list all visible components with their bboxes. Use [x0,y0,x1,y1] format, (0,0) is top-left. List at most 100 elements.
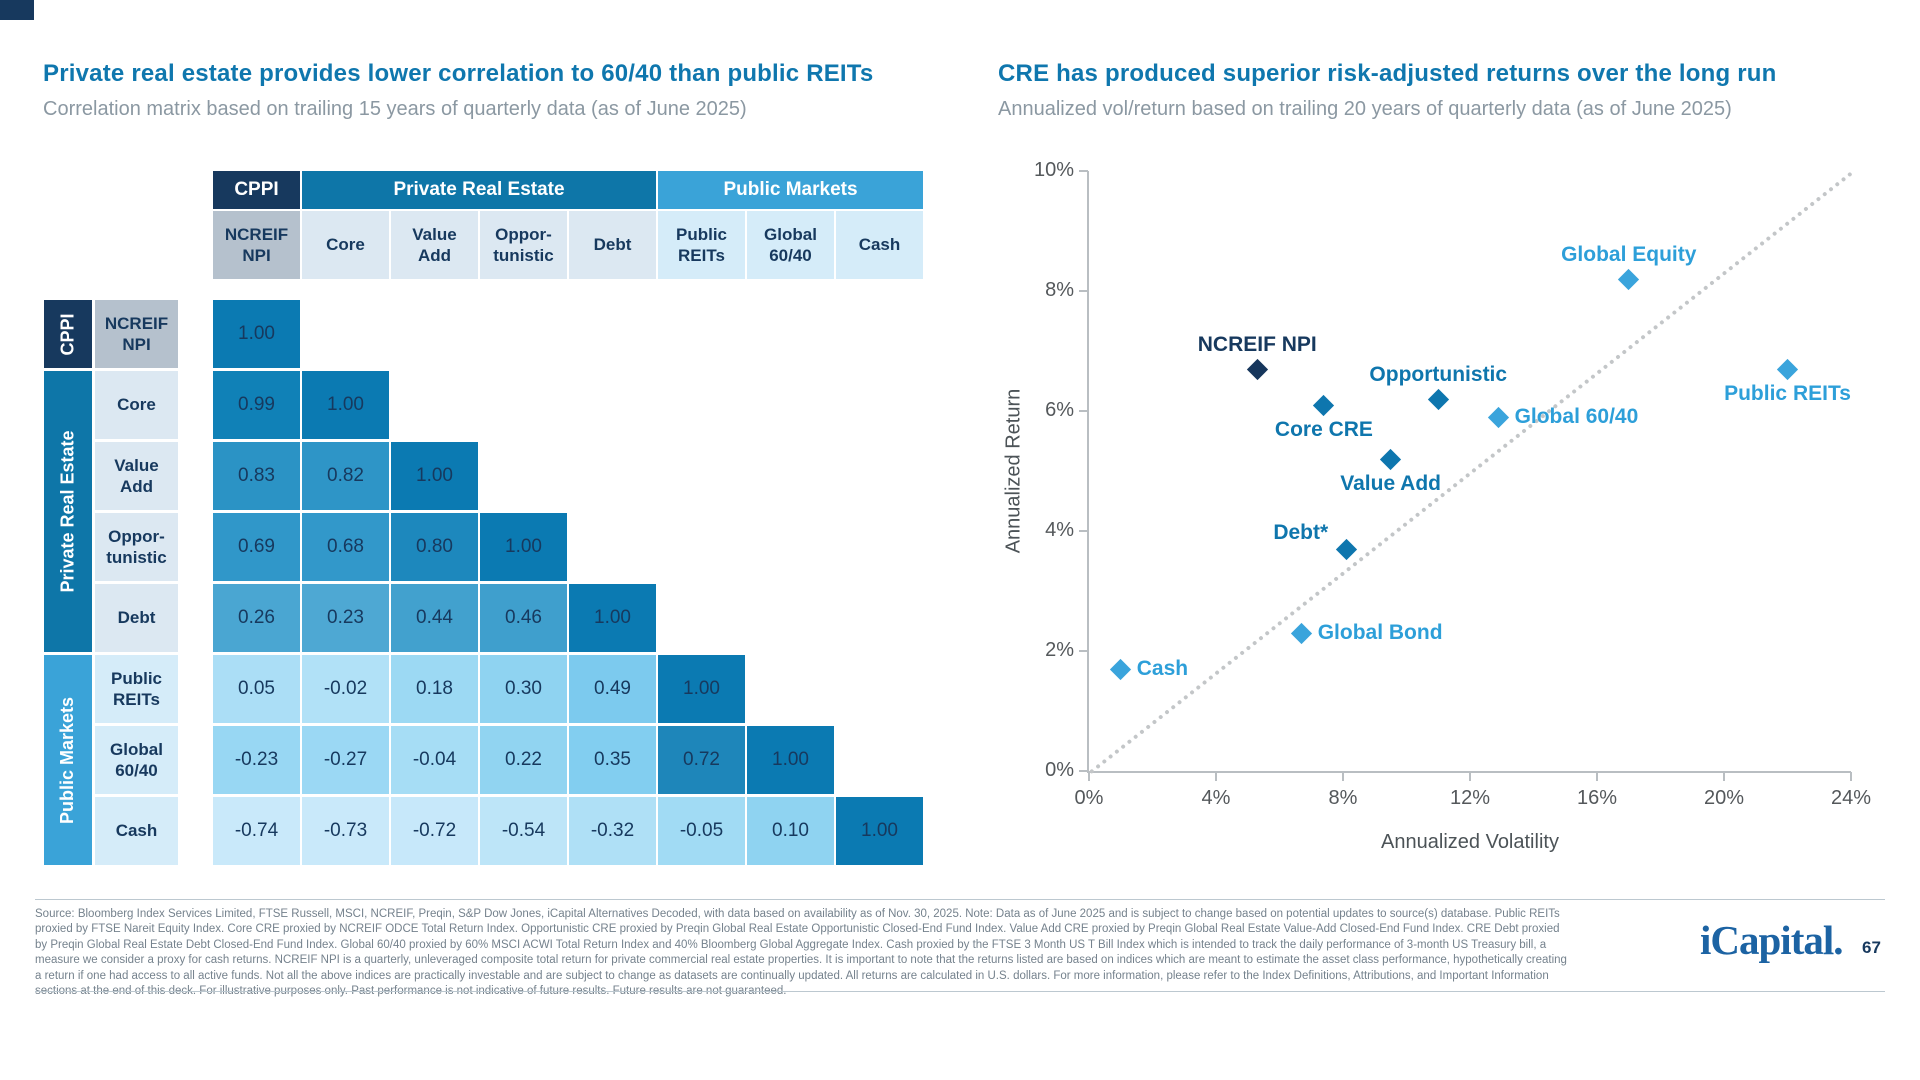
x-tick [1342,772,1344,781]
footer-disclosure-line: a return if one had access to all active… [35,969,1549,982]
left-section-header: Private real estate provides lower corre… [43,60,873,121]
point-label-global-bond: Global Bond [1317,621,1443,644]
point-label-global-equity: Global Equity [1561,243,1697,266]
point-label-value-add: Value Add [1340,472,1441,495]
footer-disclosure-line: measure we consider a proxy for cash ret… [35,954,1567,967]
data-point-value-add [1380,448,1402,470]
y-axis-title: Annualized Return [1002,388,1025,554]
matrix-cell: -0.32 [569,797,656,865]
matrix-cell: 0.82 [302,442,389,510]
matrix-cell: -0.23 [213,726,300,794]
matrix-cell: 0.46 [480,584,567,652]
footer-bottom-rule [35,991,1885,992]
matrix-cell: 1.00 [658,655,745,723]
scatter-chart: 0% 2% 4% 6% 8% 10% 0% 4% 8% 12% 16% 20% 24% Annualize… [1003,159,1872,853]
page-number: 67 [1862,938,1881,957]
row-header: Global 60/40 [95,726,178,794]
col-group-private-real-estate: Private Real Estate [302,171,656,209]
matrix-cell: 0.23 [302,584,389,652]
row-header: NCREIF NPI [95,300,178,368]
matrix-cell: -0.74 [213,797,300,865]
y-tick-label: 0% [1045,759,1074,781]
row-header: Cash [95,797,178,865]
right-subtitle: Annualized vol/return based on trailing … [998,98,1732,120]
data-point-core-cre [1313,394,1335,416]
matrix-cell: 0.26 [213,584,300,652]
row-group-label: Public Markets [57,696,78,824]
point-label-public-reits: Public REITs [1724,382,1851,405]
point-label-core-cre: Core CRE [1274,418,1373,441]
x-tick [1215,772,1217,781]
data-point-global-equity [1618,268,1640,290]
matrix-cell: 1.00 [213,300,300,368]
data-point-global-bond [1291,622,1313,644]
y-tick [1079,290,1088,292]
col-header: Cash [836,211,923,279]
col-header: Debt [569,211,656,279]
col-header: Oppor- tunistic [480,211,567,279]
x-tick-label: 20% [1703,787,1745,809]
matrix-cell: 0.69 [213,513,300,581]
matrix-cell: 0.35 [569,726,656,794]
matrix-cell: 1.00 [747,726,834,794]
matrix-cell: 0.22 [480,726,567,794]
matrix-cell: -0.72 [391,797,478,865]
data-point-global-60-40 [1487,406,1510,428]
y-tick [1079,170,1088,172]
row-header: Debt [95,584,178,652]
matrix-cell: -0.54 [480,797,567,865]
corner-brand-mark [0,0,34,20]
y-tick-label: 2% [1045,639,1074,661]
left-title: Private real estate provides lower corre… [43,60,874,87]
matrix-cell: -0.73 [302,797,389,865]
y-tick-label: 6% [1045,399,1074,421]
row-group-public-markets: Public Markets [44,655,92,865]
footer-disclosure-line: by Preqin Global Real Estate Debt Closed… [35,938,1547,951]
x-tick [1088,772,1090,781]
x-tick [1469,772,1471,781]
matrix-cell: 1.00 [391,442,478,510]
row-header: Public REITs [95,655,178,723]
matrix-cell: 0.10 [747,797,834,865]
matrix-cell: -0.04 [391,726,478,794]
matrix-cell: 0.80 [391,513,478,581]
point-label-opportunistic: Opportunistic [1369,363,1508,386]
footer-disclosure-line: Source: Bloomberg Index Services Limited… [35,908,1560,920]
footer-disclosure: Source: Bloomberg Index Services Limited… [35,907,1680,999]
x-axis-title: Annualized Volatility [1381,831,1559,853]
matrix-cell: 0.44 [391,584,478,652]
x-tick-label: 12% [1449,787,1491,809]
matrix-cell: 1.00 [569,584,656,652]
row-group-label: Private Real Estate [57,430,78,593]
col-header: Value Add [391,211,478,279]
col-header: Global 60/40 [747,211,834,279]
row-group-private-real-estate: Private Real Estate [44,371,92,652]
y-tick [1079,770,1088,772]
row-group-label: CPPI [57,312,78,356]
point-label-ncreif-npi: NCREIF NPI [1197,333,1317,356]
matrix-cell: -0.02 [302,655,389,723]
matrix-cell: 1.00 [836,797,923,865]
footer-disclosure-line: proxied by FTSE Nareit Equity Index. Cor… [35,923,1560,936]
icapital-logo: iCapital. [1700,917,1843,963]
data-point-ncreif-npi [1246,358,1268,380]
row-header: Value Add [95,442,178,510]
matrix-cell: 0.05 [213,655,300,723]
data-point-opportunistic [1427,388,1449,410]
col-group-cppi: CPPI [213,171,300,209]
x-tick-label: 16% [1576,787,1618,809]
x-tick-label: 4% [1201,787,1231,809]
col-header: NCREIF NPI [213,211,300,279]
matrix-cell: 1.00 [480,513,567,581]
y-tick [1079,650,1088,652]
y-tick-label: 4% [1045,519,1074,541]
y-tick-label: 10% [1033,159,1074,181]
point-label-debt-: Debt* [1273,521,1329,544]
x-tick-label: 8% [1328,787,1358,809]
data-point-cash [1110,658,1132,680]
x-tick-label: 24% [1830,787,1872,809]
data-point-debt- [1335,538,1357,560]
matrix-cell: -0.05 [658,797,745,865]
y-tick [1079,410,1088,412]
